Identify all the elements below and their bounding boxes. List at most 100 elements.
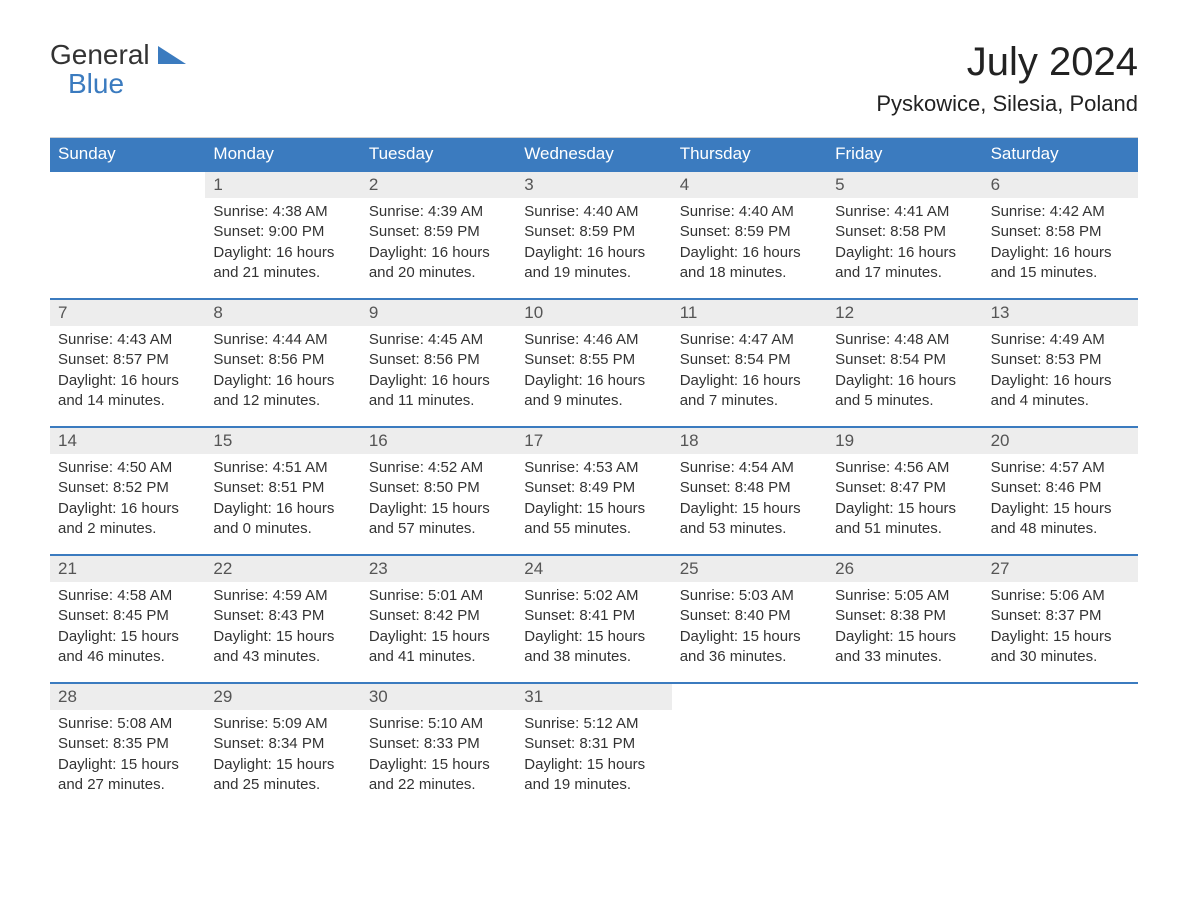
sunset-line: Sunset: 8:42 PM <box>369 606 508 626</box>
logo-text-top: General <box>50 40 150 69</box>
sunrise-line: Sunrise: 4:48 AM <box>835 330 974 350</box>
daylight-line: Daylight: 15 hours and 27 minutes. <box>58 755 197 796</box>
sunrise-line: Sunrise: 5:09 AM <box>213 714 352 734</box>
cell-body: Sunrise: 4:57 AMSunset: 8:46 PMDaylight:… <box>983 454 1138 549</box>
day-number: 9 <box>361 300 516 326</box>
daylight-line: Daylight: 16 hours and 20 minutes. <box>369 243 508 284</box>
daylight-line: Daylight: 16 hours and 18 minutes. <box>680 243 819 284</box>
calendar-cell: 21Sunrise: 4:58 AMSunset: 8:45 PMDayligh… <box>50 554 205 682</box>
calendar-cell: 14Sunrise: 4:50 AMSunset: 8:52 PMDayligh… <box>50 426 205 554</box>
daylight-line: Daylight: 16 hours and 17 minutes. <box>835 243 974 284</box>
daylight-line: Daylight: 16 hours and 12 minutes. <box>213 371 352 412</box>
calendar-cell: 16Sunrise: 4:52 AMSunset: 8:50 PMDayligh… <box>361 426 516 554</box>
cell-body: Sunrise: 4:49 AMSunset: 8:53 PMDaylight:… <box>983 326 1138 421</box>
calendar-cell: 12Sunrise: 4:48 AMSunset: 8:54 PMDayligh… <box>827 298 982 426</box>
day-number: 15 <box>205 428 360 454</box>
weekday-header: Tuesday <box>361 138 516 170</box>
day-number: 31 <box>516 684 671 710</box>
day-number: 21 <box>50 556 205 582</box>
cell-body <box>672 710 827 724</box>
daylight-line: Daylight: 15 hours and 43 minutes. <box>213 627 352 668</box>
calendar-cell: 6Sunrise: 4:42 AMSunset: 8:58 PMDaylight… <box>983 170 1138 298</box>
weekday-header: Sunday <box>50 138 205 170</box>
sunset-line: Sunset: 8:59 PM <box>369 222 508 242</box>
day-number: 19 <box>827 428 982 454</box>
cell-body: Sunrise: 5:02 AMSunset: 8:41 PMDaylight:… <box>516 582 671 677</box>
cell-body: Sunrise: 4:41 AMSunset: 8:58 PMDaylight:… <box>827 198 982 293</box>
sunset-line: Sunset: 8:37 PM <box>991 606 1130 626</box>
sunrise-line: Sunrise: 4:49 AM <box>991 330 1130 350</box>
sunrise-line: Sunrise: 4:54 AM <box>680 458 819 478</box>
sunset-line: Sunset: 8:58 PM <box>835 222 974 242</box>
calendar-cell: 11Sunrise: 4:47 AMSunset: 8:54 PMDayligh… <box>672 298 827 426</box>
day-number: 18 <box>672 428 827 454</box>
sunset-line: Sunset: 8:56 PM <box>213 350 352 370</box>
month-title: July 2024 <box>876 40 1138 85</box>
daylight-line: Daylight: 15 hours and 55 minutes. <box>524 499 663 540</box>
day-number: 7 <box>50 300 205 326</box>
day-number: 2 <box>361 172 516 198</box>
cell-body: Sunrise: 4:46 AMSunset: 8:55 PMDaylight:… <box>516 326 671 421</box>
day-number: 14 <box>50 428 205 454</box>
cell-body: Sunrise: 5:08 AMSunset: 8:35 PMDaylight:… <box>50 710 205 805</box>
calendar-cell: 17Sunrise: 4:53 AMSunset: 8:49 PMDayligh… <box>516 426 671 554</box>
calendar-cell: 10Sunrise: 4:46 AMSunset: 8:55 PMDayligh… <box>516 298 671 426</box>
weekday-header: Saturday <box>983 138 1138 170</box>
calendar-cell <box>50 170 205 298</box>
sunset-line: Sunset: 8:51 PM <box>213 478 352 498</box>
sunrise-line: Sunrise: 4:38 AM <box>213 202 352 222</box>
daylight-line: Daylight: 15 hours and 22 minutes. <box>369 755 508 796</box>
sunrise-line: Sunrise: 4:57 AM <box>991 458 1130 478</box>
calendar-grid: SundayMondayTuesdayWednesdayThursdayFrid… <box>50 137 1138 810</box>
day-number: 16 <box>361 428 516 454</box>
calendar-cell: 7Sunrise: 4:43 AMSunset: 8:57 PMDaylight… <box>50 298 205 426</box>
day-number: 10 <box>516 300 671 326</box>
cell-body <box>983 710 1138 724</box>
daylight-line: Daylight: 15 hours and 38 minutes. <box>524 627 663 668</box>
calendar-cell: 19Sunrise: 4:56 AMSunset: 8:47 PMDayligh… <box>827 426 982 554</box>
calendar-cell: 26Sunrise: 5:05 AMSunset: 8:38 PMDayligh… <box>827 554 982 682</box>
cell-body: Sunrise: 4:48 AMSunset: 8:54 PMDaylight:… <box>827 326 982 421</box>
daylight-line: Daylight: 15 hours and 46 minutes. <box>58 627 197 668</box>
daylight-line: Daylight: 16 hours and 9 minutes. <box>524 371 663 412</box>
day-number: 4 <box>672 172 827 198</box>
cell-body: Sunrise: 5:09 AMSunset: 8:34 PMDaylight:… <box>205 710 360 805</box>
sunset-line: Sunset: 8:48 PM <box>680 478 819 498</box>
sunrise-line: Sunrise: 4:40 AM <box>680 202 819 222</box>
sunset-line: Sunset: 8:53 PM <box>991 350 1130 370</box>
cell-body: Sunrise: 4:51 AMSunset: 8:51 PMDaylight:… <box>205 454 360 549</box>
sunset-line: Sunset: 8:34 PM <box>213 734 352 754</box>
cell-body: Sunrise: 4:43 AMSunset: 8:57 PMDaylight:… <box>50 326 205 421</box>
daylight-line: Daylight: 15 hours and 33 minutes. <box>835 627 974 668</box>
sunset-line: Sunset: 8:50 PM <box>369 478 508 498</box>
sunrise-line: Sunrise: 5:12 AM <box>524 714 663 734</box>
sunset-line: Sunset: 8:46 PM <box>991 478 1130 498</box>
calendar-cell: 15Sunrise: 4:51 AMSunset: 8:51 PMDayligh… <box>205 426 360 554</box>
sunrise-line: Sunrise: 4:41 AM <box>835 202 974 222</box>
sunrise-line: Sunrise: 4:46 AM <box>524 330 663 350</box>
calendar-cell <box>672 682 827 810</box>
day-number: 26 <box>827 556 982 582</box>
sunset-line: Sunset: 8:55 PM <box>524 350 663 370</box>
cell-body: Sunrise: 5:12 AMSunset: 8:31 PMDaylight:… <box>516 710 671 805</box>
weekday-header: Monday <box>205 138 360 170</box>
sunrise-line: Sunrise: 4:56 AM <box>835 458 974 478</box>
header: General Blue July 2024 Pyskowice, Silesi… <box>50 40 1138 117</box>
cell-body: Sunrise: 4:42 AMSunset: 8:58 PMDaylight:… <box>983 198 1138 293</box>
sunrise-line: Sunrise: 5:08 AM <box>58 714 197 734</box>
sunset-line: Sunset: 8:43 PM <box>213 606 352 626</box>
day-number: 22 <box>205 556 360 582</box>
logo: General Blue <box>50 40 186 99</box>
cell-body: Sunrise: 5:10 AMSunset: 8:33 PMDaylight:… <box>361 710 516 805</box>
sunrise-line: Sunrise: 4:40 AM <box>524 202 663 222</box>
daylight-line: Daylight: 16 hours and 0 minutes. <box>213 499 352 540</box>
calendar-cell: 30Sunrise: 5:10 AMSunset: 8:33 PMDayligh… <box>361 682 516 810</box>
daylight-line: Daylight: 16 hours and 4 minutes. <box>991 371 1130 412</box>
sunset-line: Sunset: 8:56 PM <box>369 350 508 370</box>
sunrise-line: Sunrise: 5:10 AM <box>369 714 508 734</box>
calendar-cell: 3Sunrise: 4:40 AMSunset: 8:59 PMDaylight… <box>516 170 671 298</box>
sunrise-line: Sunrise: 5:02 AM <box>524 586 663 606</box>
sunset-line: Sunset: 8:59 PM <box>680 222 819 242</box>
daylight-line: Daylight: 16 hours and 7 minutes. <box>680 371 819 412</box>
calendar-cell: 9Sunrise: 4:45 AMSunset: 8:56 PMDaylight… <box>361 298 516 426</box>
